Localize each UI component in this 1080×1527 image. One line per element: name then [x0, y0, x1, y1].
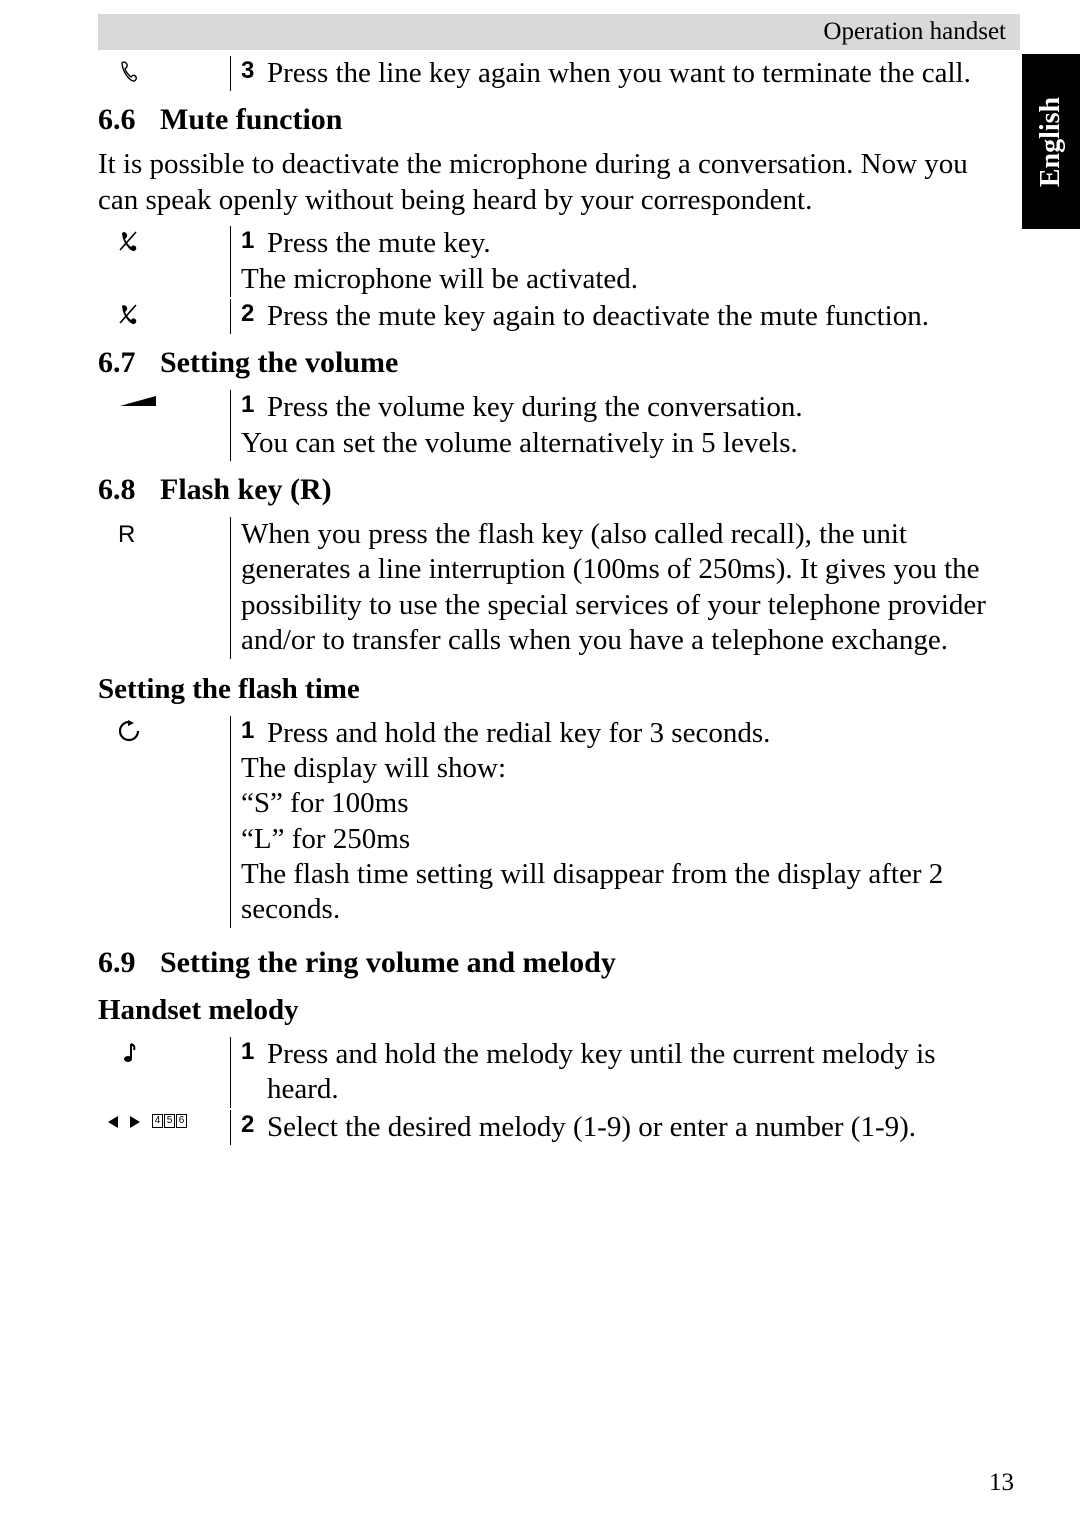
- language-label: English: [1035, 96, 1067, 186]
- step-text: Press and hold the melody key until the …: [267, 1037, 988, 1108]
- section-title: Setting the volume: [160, 346, 398, 379]
- flash-body: When you press the flash key (also calle…: [241, 517, 988, 659]
- step-number: 1: [241, 716, 267, 751]
- section-intro: It is possible to deactivate the microph…: [98, 147, 988, 218]
- header-title: Operation handset: [823, 18, 1006, 46]
- section-number: 6.6: [98, 103, 160, 137]
- section-6-6-heading: 6.6Mute function: [98, 103, 988, 137]
- step-number: 1: [241, 1037, 267, 1108]
- volume-icon: [98, 390, 230, 410]
- step-text: Press and hold the redial key for 3 seco…: [267, 716, 988, 751]
- section-number: 6.8: [98, 473, 160, 507]
- note-text: The display will show:: [241, 751, 988, 786]
- section-title: Mute function: [160, 103, 343, 136]
- section-title: Flash key (R): [160, 473, 332, 506]
- step-number: 2: [241, 299, 267, 334]
- section-number: 6.9: [98, 946, 160, 980]
- page-number: 13: [989, 1469, 1014, 1497]
- step-text: Press the volume key during the conversa…: [267, 390, 988, 425]
- section-6-7-heading: 6.7Setting the volume: [98, 346, 988, 380]
- section-number: 6.7: [98, 346, 160, 380]
- note-text: The flash time setting will disappear fr…: [241, 857, 988, 928]
- mute-key-icon: [98, 299, 230, 325]
- step-text: Press the mute key.: [267, 226, 988, 261]
- step-text: Select the desired melody (1-9) or enter…: [267, 1110, 988, 1145]
- header-bar: Operation handset: [98, 14, 1020, 50]
- line-key-icon: [98, 56, 230, 84]
- section-6-8-heading: 6.8Flash key (R): [98, 473, 988, 507]
- step-number: 2: [241, 1110, 267, 1145]
- step-number: 1: [241, 226, 267, 261]
- melody-icon: [98, 1037, 230, 1065]
- subheading-handset-melody: Handset melody: [98, 994, 988, 1027]
- language-tab: English: [1022, 54, 1080, 229]
- keypad-icon: 456: [152, 1114, 187, 1128]
- note-text: The microphone will be activated.: [241, 262, 988, 297]
- arrows-icon: [108, 1114, 140, 1130]
- page-content: 3 Press the line key again when you want…: [98, 56, 988, 1147]
- note-text: “S” for 100ms: [241, 786, 988, 821]
- step-text: Press the line key again when you want t…: [267, 56, 988, 91]
- section-6-9-heading: 6.9Setting the ring volume and melody: [98, 946, 988, 980]
- note-text: “L” for 250ms: [241, 822, 988, 857]
- redial-icon: [98, 716, 230, 742]
- arrows-keypad-icon: 456: [98, 1110, 230, 1130]
- section-title: Setting the ring volume and melody: [160, 946, 616, 979]
- mute-key-icon: [98, 226, 230, 252]
- step-number: 3: [241, 56, 267, 91]
- r-key-label: R: [118, 521, 135, 549]
- subheading-flash-time: Setting the flash time: [98, 673, 988, 706]
- step-number: 1: [241, 390, 267, 425]
- note-text: You can set the volume alternatively in …: [241, 426, 988, 461]
- step-text: Press the mute key again to deactivate t…: [267, 299, 988, 334]
- r-key-icon: R: [98, 517, 230, 549]
